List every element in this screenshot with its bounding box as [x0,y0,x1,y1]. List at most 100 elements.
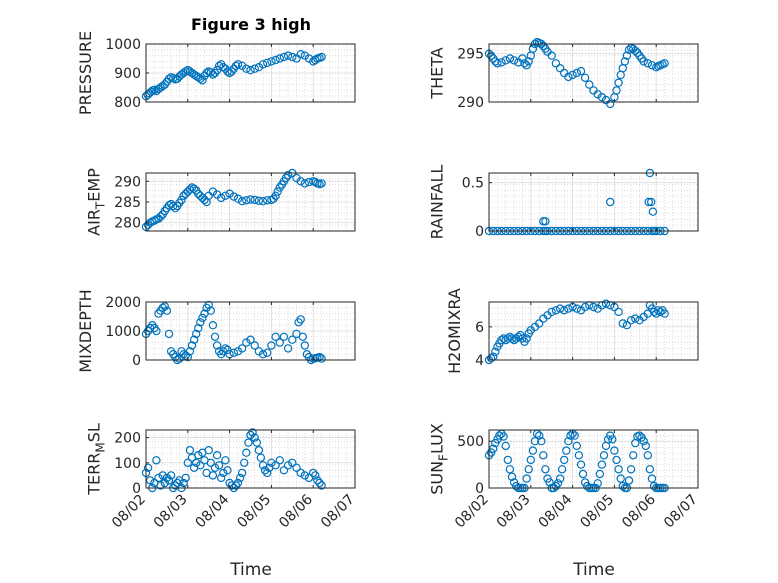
subplot-2: 290 295 THETA [428,37,699,111]
data-point [177,195,186,205]
data-point [204,446,213,455]
data-point [254,196,264,205]
data-point [275,456,284,465]
y-axis-label-rest: SL [85,423,104,442]
data-point [597,460,607,469]
data-point [526,455,536,465]
data-point [194,451,203,460]
data-point [304,54,314,63]
y-axis-label-main: RAINFALL [428,165,447,240]
data-point [639,57,648,66]
data-point [300,341,309,350]
data-point [225,189,234,198]
y-tick-label: 1000 [105,324,141,340]
data-point [156,481,165,490]
y-axis-label-main: TERR [85,453,104,496]
data-point [183,458,192,467]
data-point [296,315,305,324]
data-point [564,437,573,446]
axes-box [488,172,699,232]
data-point [263,348,272,357]
data-point [263,468,272,478]
data-point [315,478,324,488]
data-point [641,441,651,451]
data-point [560,455,569,465]
y-axis-label: SUNFLUX [428,423,451,495]
data-point [185,347,195,356]
data-point [576,66,586,76]
data-point [235,473,245,483]
y-tick-label: 1000 [105,37,141,53]
x-tick-label: 08/03 [151,492,191,532]
data-point [622,321,632,330]
data-point [535,319,544,328]
data-point [555,304,565,313]
data-point [152,456,161,465]
data-point [183,352,192,362]
data-point [315,352,324,362]
data-point [258,350,268,359]
y-axis-label-main: THETA [428,47,447,99]
data-point [624,476,634,485]
data-point [585,80,594,89]
data-point [499,432,508,441]
data-point [505,54,515,63]
y-tick-label: 2000 [105,295,141,311]
data-point [606,197,615,207]
grid-lines [488,429,699,489]
x-tick-label: 08/05 [234,492,274,532]
data-point [196,74,205,84]
data-point [164,74,174,84]
data-point [156,212,165,221]
data-point [309,57,318,66]
data-point [514,332,523,341]
data-point [614,307,623,317]
data-point [181,67,190,76]
data-point [208,471,218,480]
data-point [279,332,289,341]
data-point [572,68,582,78]
data-point [185,185,195,194]
data-point [614,465,623,474]
subplot-1: 800 900 1000 PRESSURE [76,31,356,115]
data-point [179,191,188,200]
axes-box [488,301,699,361]
data-point [271,461,280,470]
data-point [576,460,586,469]
data-point [168,201,178,211]
data-point [626,316,636,325]
data-point [593,479,602,488]
data-point [570,431,579,440]
data-point [610,446,619,455]
data-point [537,437,546,446]
data-point [629,451,638,460]
data-point [154,473,163,483]
data-point [564,72,573,82]
data-point [574,451,584,460]
y-axis-label-main: H2OMIXRA [445,288,464,374]
data-point [250,64,259,73]
data-point [522,474,531,483]
data-point [212,451,222,460]
x-tick-label: 08/06 [619,491,659,531]
data-point [258,196,268,206]
data-point [246,65,255,75]
data-point [647,197,656,207]
data-point [656,307,665,317]
data-point [206,306,215,315]
data-series [484,299,669,365]
data-point [528,446,538,455]
data-point [589,302,598,312]
data-point [216,193,226,203]
data-point [292,54,301,63]
data-point [648,207,658,216]
data-point [221,344,230,353]
data-point [145,476,155,485]
data-point [539,451,548,460]
y-axis-label-rest: LUX [428,423,447,454]
data-point [179,68,188,78]
y-tick-label: 200 [114,431,141,447]
y-tick-label: 280 [114,216,141,232]
data-point [578,469,588,479]
